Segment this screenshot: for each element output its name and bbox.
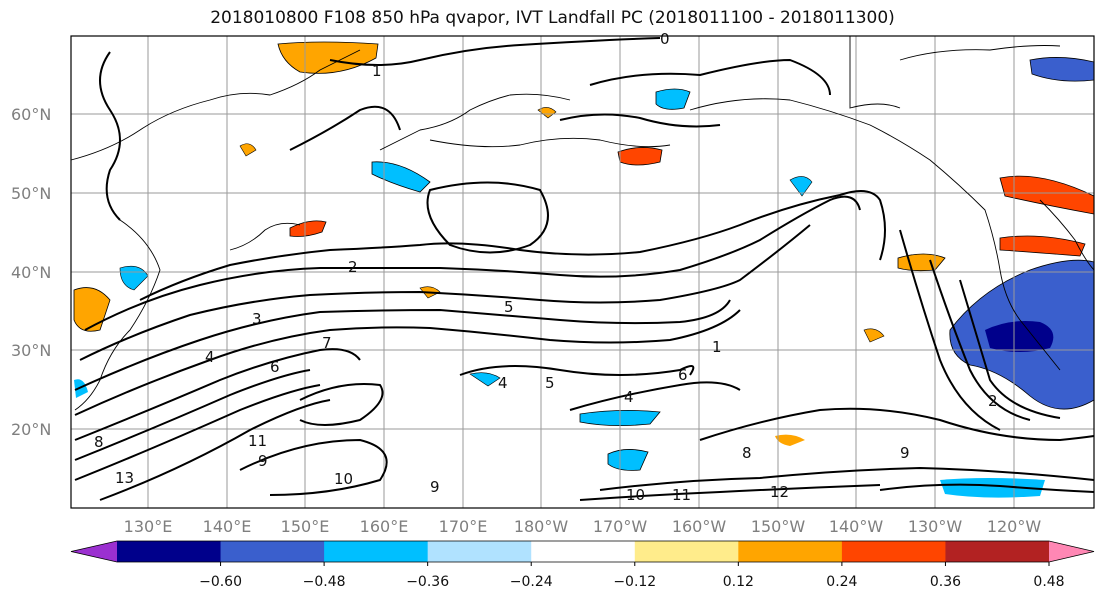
graticule (71, 36, 1094, 508)
contour-label: 4 (624, 388, 634, 406)
lat-label: 20°N (11, 420, 51, 439)
lon-label: 120°W (987, 517, 1042, 536)
colorbar-tick-label: 0.48 (1033, 574, 1064, 590)
contour-label: 9 (900, 444, 910, 462)
colorbar-tick-label: −0.60 (199, 574, 242, 590)
contour-label: 6 (270, 358, 280, 376)
contour-label: 2 (348, 258, 358, 276)
colorbar-segment (945, 541, 1050, 562)
contour-label: 11 (248, 432, 267, 450)
colorbar-tick-label: −0.48 (303, 574, 346, 590)
contour-label: 2 (988, 392, 998, 410)
colorbar-ticks: −0.60 −0.48 −0.36 −0.24 −0.12 0.12 0.24 0.36 0.4… (199, 562, 1065, 590)
colorbar-outline (70, 540, 1095, 563)
colorbar-tick-label: 0.12 (723, 574, 754, 590)
lon-label: 170°W (593, 517, 648, 536)
contour-label: 13 (115, 469, 134, 487)
lon-label: 140°W (829, 517, 884, 536)
colorbar-tick-label: 0.24 (826, 574, 857, 590)
lat-label: 40°N (11, 263, 51, 282)
colorbar-tick-label: 0.36 (930, 574, 961, 590)
contour-label: 9 (430, 478, 440, 496)
contour-labels: 0 1 2 3 4 5 6 7 8 9 10 11 12 13 4 5 4 6 … (94, 30, 998, 504)
coastlines (70, 36, 1095, 411)
contour-lines (74, 37, 1095, 501)
contour-label: 0 (660, 30, 670, 48)
lon-label: 130°E (124, 517, 173, 536)
contour-label: 5 (504, 298, 514, 316)
contour-label: 10 (626, 486, 645, 504)
colorbar-segment (738, 541, 843, 562)
contour-label: 3 (252, 310, 262, 328)
contour-label: 11 (672, 486, 691, 504)
contour-label: 8 (94, 433, 104, 451)
colorbar-segment (841, 541, 946, 562)
contour-label: 1 (372, 62, 382, 80)
contour-label: 4 (205, 348, 215, 366)
lat-label: 30°N (11, 341, 51, 360)
lon-label: 160°E (360, 517, 409, 536)
contour-label: 12 (770, 483, 789, 501)
lon-label: 150°E (281, 517, 330, 536)
map-title: 2018010800 F108 850 hPa qvapor, IVT Land… (210, 8, 895, 28)
lon-label: 160°W (672, 517, 727, 536)
colorbar-tick-label: −0.12 (613, 574, 656, 590)
colorbar-tick-label: −0.36 (406, 574, 449, 590)
contour-label: 9 (258, 452, 268, 470)
colorbar-segment (634, 541, 739, 562)
colorbar-segment (324, 541, 429, 562)
colorbar-segment (117, 541, 222, 562)
colorbar-segment (427, 541, 532, 562)
map-border (70, 35, 1095, 509)
contour-label: 7 (322, 334, 332, 352)
lon-label: 130°W (908, 517, 963, 536)
colorbar-tick-label: −0.24 (510, 574, 553, 590)
latitude-labels: 60°N 50°N 40°N 30°N 20°N (11, 105, 51, 439)
lon-label: 140°E (203, 517, 252, 536)
colorbar (70, 540, 1095, 563)
colorbar-extend-min (71, 541, 117, 562)
colorbar-segment (220, 541, 325, 562)
lat-label: 60°N (11, 105, 51, 124)
lon-label: 150°W (751, 517, 806, 536)
colorbar-extend-max (1049, 541, 1094, 562)
contour-label: 10 (334, 470, 353, 488)
colorbar-segment (531, 541, 636, 562)
contour-label: 8 (742, 444, 752, 462)
lon-label: 170°E (439, 517, 488, 536)
contour-label: 4 (498, 374, 508, 392)
lat-label: 50°N (11, 184, 51, 203)
contour-label: 1 (712, 338, 722, 356)
longitude-labels: 130°E 140°E 150°E 160°E 170°E 180°W 170°… (124, 517, 1042, 536)
contour-label: 5 (545, 374, 555, 392)
lon-label: 180°W (514, 517, 569, 536)
contour-label: 6 (678, 366, 688, 384)
